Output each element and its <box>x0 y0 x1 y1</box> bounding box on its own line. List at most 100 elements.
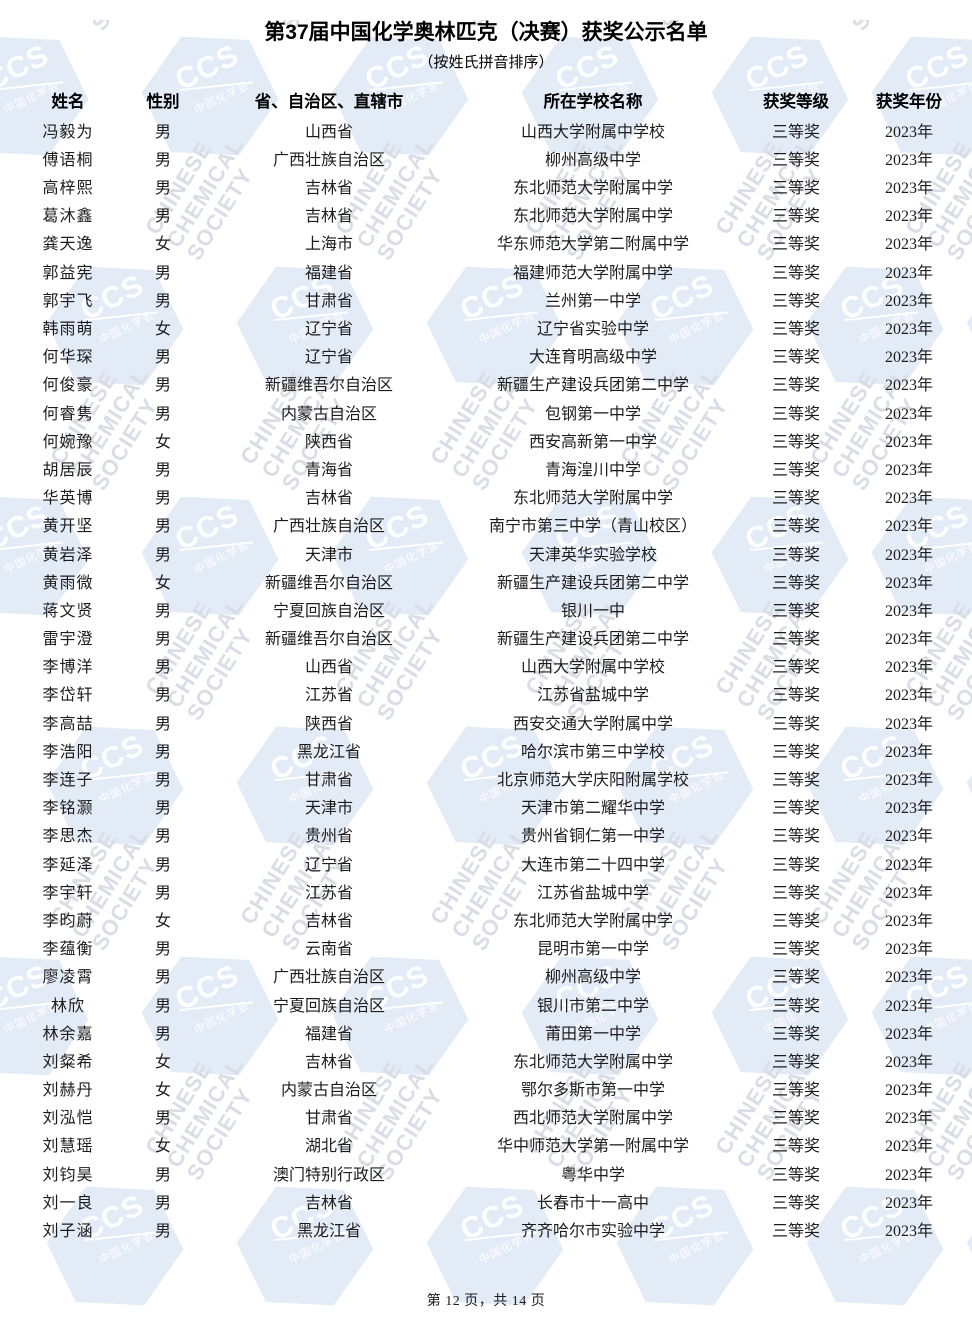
cell-year: 2023年 <box>884 800 933 818</box>
column-header-year: 获奖年份 <box>876 93 942 112</box>
cell-school: 银川市第二中学 <box>536 997 649 1015</box>
cell-school: 齐齐哈尔市实验中学 <box>520 1223 665 1240</box>
cell-year: 2023年 <box>884 321 933 338</box>
cell-gender: 男 <box>154 743 171 761</box>
table-row: 傅语桐 男 广西壮族自治区 柳州高级中学 三等奖 2023年 <box>14 146 958 174</box>
cell-name: 李高喆 <box>42 715 94 733</box>
cell-year: 2023年 <box>884 180 933 198</box>
cell-province: 湖北省 <box>304 1138 353 1156</box>
cell-name: 李延泽 <box>42 856 94 874</box>
cell-gender: 男 <box>154 659 171 677</box>
cell-gender: 男 <box>154 884 171 902</box>
cell-name: 郭益宪 <box>42 264 94 282</box>
cell-name: 黄雨微 <box>42 574 94 592</box>
cell-school: 华中师范大学第一附属中学 <box>496 1138 689 1156</box>
cell-year: 2023年 <box>884 208 933 226</box>
cell-province: 广西壮族自治区 <box>272 151 385 169</box>
column-header-province: 省、自治区、直辖市 <box>254 93 404 112</box>
cell-province: 甘肃省 <box>304 1110 353 1128</box>
column-header-gender: 性别 <box>146 93 180 112</box>
cell-school: 福建师范大学附属中学 <box>512 264 673 282</box>
cell-level: 三等奖 <box>771 405 820 423</box>
cell-school: 长春市十一高中 <box>536 1194 649 1212</box>
cell-province: 甘肃省 <box>304 772 353 789</box>
cell-school: 新疆生产建设兵团第二中学 <box>496 377 689 395</box>
cell-year: 2023年 <box>884 659 933 677</box>
cell-gender: 男 <box>154 715 171 733</box>
cell-level: 三等奖 <box>771 941 820 959</box>
cell-gender: 男 <box>154 772 171 789</box>
cell-gender: 女 <box>154 321 171 338</box>
table-row: 廖凌霄 男 广西壮族自治区 柳州高级中学 三等奖 2023年 <box>14 964 958 992</box>
cell-school: 东北师范大学附属中学 <box>512 1053 673 1071</box>
cell-school: 新疆生产建设兵团第二中学 <box>496 574 689 592</box>
table-row: 李延泽 男 辽宁省 大连市第二十四中学 三等奖 2023年 <box>14 851 958 879</box>
cell-province: 贵州省 <box>304 828 353 846</box>
cell-name: 胡居辰 <box>42 461 94 479</box>
cell-school: 山西大学附属中学校 <box>520 123 665 141</box>
cell-province: 内蒙古自治区 <box>280 405 377 423</box>
cell-name: 李铭灏 <box>42 800 94 818</box>
cell-year: 2023年 <box>884 941 933 959</box>
cell-gender: 男 <box>154 1194 171 1212</box>
cell-school: 柳州高级中学 <box>544 969 641 987</box>
cell-level: 三等奖 <box>771 321 820 338</box>
cell-name: 何俊豪 <box>42 377 94 395</box>
cell-gender: 男 <box>154 1025 171 1043</box>
cell-year: 2023年 <box>884 1082 933 1100</box>
cell-gender: 男 <box>154 518 171 536</box>
cell-province: 辽宁省 <box>304 321 353 338</box>
cell-province: 吉林省 <box>304 912 353 930</box>
cell-school: 天津市第二耀华中学 <box>520 800 665 818</box>
cell-province: 江苏省 <box>304 687 353 705</box>
cell-name: 李连子 <box>42 772 94 789</box>
cell-gender: 男 <box>154 856 171 874</box>
cell-year: 2023年 <box>884 574 933 592</box>
cell-name: 冯毅为 <box>42 123 94 141</box>
cell-gender: 男 <box>154 349 171 367</box>
cell-name: 林欣 <box>50 997 85 1015</box>
table-row: 刘慧瑶 女 湖北省 华中师范大学第一附属中学 三等奖 2023年 <box>14 1133 958 1161</box>
cell-level: 三等奖 <box>771 912 820 930</box>
cell-province: 天津市 <box>304 546 353 564</box>
cell-level: 三等奖 <box>771 1025 820 1043</box>
document-page: 第37届中国化学奥林匹克（决赛）获奖公示名单 （按姓氏拼音排序） 姓名 性别 省… <box>0 20 972 1328</box>
table-row: 黄岩泽 男 天津市 天津英华实验学校 三等奖 2023年 <box>14 541 958 569</box>
cell-province: 吉林省 <box>304 208 353 226</box>
cell-school: 贵州省铜仁第一中学 <box>520 828 665 846</box>
cell-year: 2023年 <box>884 969 933 987</box>
cell-level: 三等奖 <box>771 1138 820 1156</box>
cell-year: 2023年 <box>884 546 933 564</box>
cell-province: 吉林省 <box>304 1194 353 1212</box>
cell-province: 山西省 <box>304 123 353 141</box>
cell-gender: 男 <box>154 180 171 198</box>
cell-school: 江苏省盐城中学 <box>536 687 649 705</box>
table-row: 冯毅为 男 山西省 山西大学附属中学校 三等奖 2023年 <box>14 118 958 146</box>
cell-name: 刘赫丹 <box>42 1082 94 1100</box>
cell-level: 三等奖 <box>771 546 820 564</box>
cell-year: 2023年 <box>884 1194 933 1212</box>
cell-year: 2023年 <box>884 490 933 508</box>
cell-year: 2023年 <box>884 997 933 1015</box>
cell-gender: 男 <box>154 631 171 649</box>
cell-name: 刘子涵 <box>42 1223 94 1240</box>
cell-name: 黄开坚 <box>42 518 94 536</box>
cell-level: 三等奖 <box>771 687 820 705</box>
table-row: 李浩阳 男 黑龙江省 哈尔滨市第三中学校 三等奖 2023年 <box>14 738 958 766</box>
cell-year: 2023年 <box>884 828 933 846</box>
column-header-name: 姓名 <box>51 93 85 112</box>
table-row: 李铭灏 男 天津市 天津市第二耀华中学 三等奖 2023年 <box>14 795 958 823</box>
cell-year: 2023年 <box>884 405 933 423</box>
cell-province: 山西省 <box>304 659 353 677</box>
cell-level: 三等奖 <box>771 631 820 649</box>
table-row: 李昀蔚 女 吉林省 东北师范大学附属中学 三等奖 2023年 <box>14 907 958 935</box>
cell-school: 柳州高级中学 <box>544 151 641 169</box>
cell-level: 三等奖 <box>771 518 820 536</box>
cell-province: 吉林省 <box>304 490 353 508</box>
cell-level: 三等奖 <box>771 461 820 479</box>
cell-name: 刘一良 <box>42 1194 94 1212</box>
cell-gender: 男 <box>154 997 171 1015</box>
cell-year: 2023年 <box>884 687 933 705</box>
cell-gender: 男 <box>154 546 171 564</box>
cell-name: 李博洋 <box>42 659 94 677</box>
